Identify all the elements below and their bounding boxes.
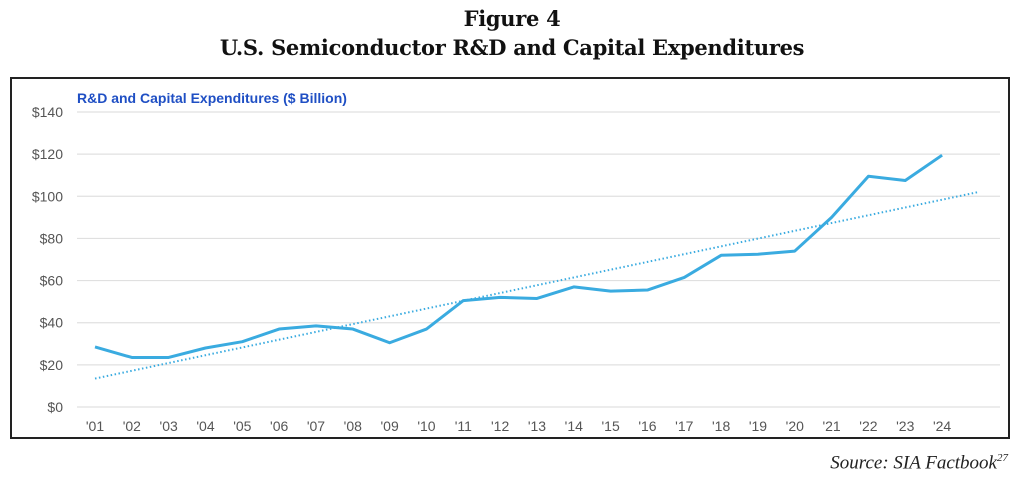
x-tick-label: '24 [933,418,951,434]
x-tick-label: '20 [786,418,804,434]
y-tick-label: $40 [40,315,64,331]
x-tick-label: '16 [638,418,656,434]
x-tick-label: '15 [601,418,619,434]
figure-label: Figure 4 [463,6,561,31]
y-tick-label: $60 [40,273,64,289]
y-tick-label: $100 [32,188,63,204]
x-tick-label: '11 [455,418,472,434]
series-line [94,153,943,359]
x-tick-label: '17 [675,418,693,434]
y-tick-label: $140 [32,104,63,120]
x-tick-label: '07 [307,418,325,434]
figure-title: U.S. Semiconductor R&D and Capital Expen… [219,35,805,60]
trendline [94,191,979,380]
x-tick-label: '03 [160,418,178,434]
y-tick-label: $20 [40,357,64,373]
footnote-number: 27 [997,452,1008,464]
x-tick-label: '10 [417,418,435,434]
source-note: Source: SIA Factbook27 [830,452,1008,474]
x-tick-label: '18 [712,418,730,434]
x-tick-label: '01 [86,418,104,434]
x-tick-label: '22 [859,418,877,434]
x-tick-label: '23 [896,418,914,434]
y-tick-label: $0 [47,399,63,415]
x-tick-label: '13 [528,418,546,434]
chart-title: R&D and Capital Expenditures ($ Billion) [77,90,347,106]
x-tick-label: '12 [491,418,509,434]
x-tick-label: '08 [344,418,362,434]
x-tick-label: '09 [381,418,399,434]
x-tick-label: '02 [123,418,141,434]
source-text: Source: SIA Factbook [830,452,997,474]
x-tick-label: '21 [822,418,840,434]
x-tick-label: '04 [196,418,214,434]
y-tick-label: $80 [40,230,64,246]
x-tick-label: '14 [565,418,583,434]
x-tick-label: '19 [749,418,767,434]
x-tick-label: '05 [233,418,251,434]
y-tick-label: $120 [32,146,63,162]
chart-frame [10,77,1010,439]
x-tick-label: '06 [270,418,288,434]
